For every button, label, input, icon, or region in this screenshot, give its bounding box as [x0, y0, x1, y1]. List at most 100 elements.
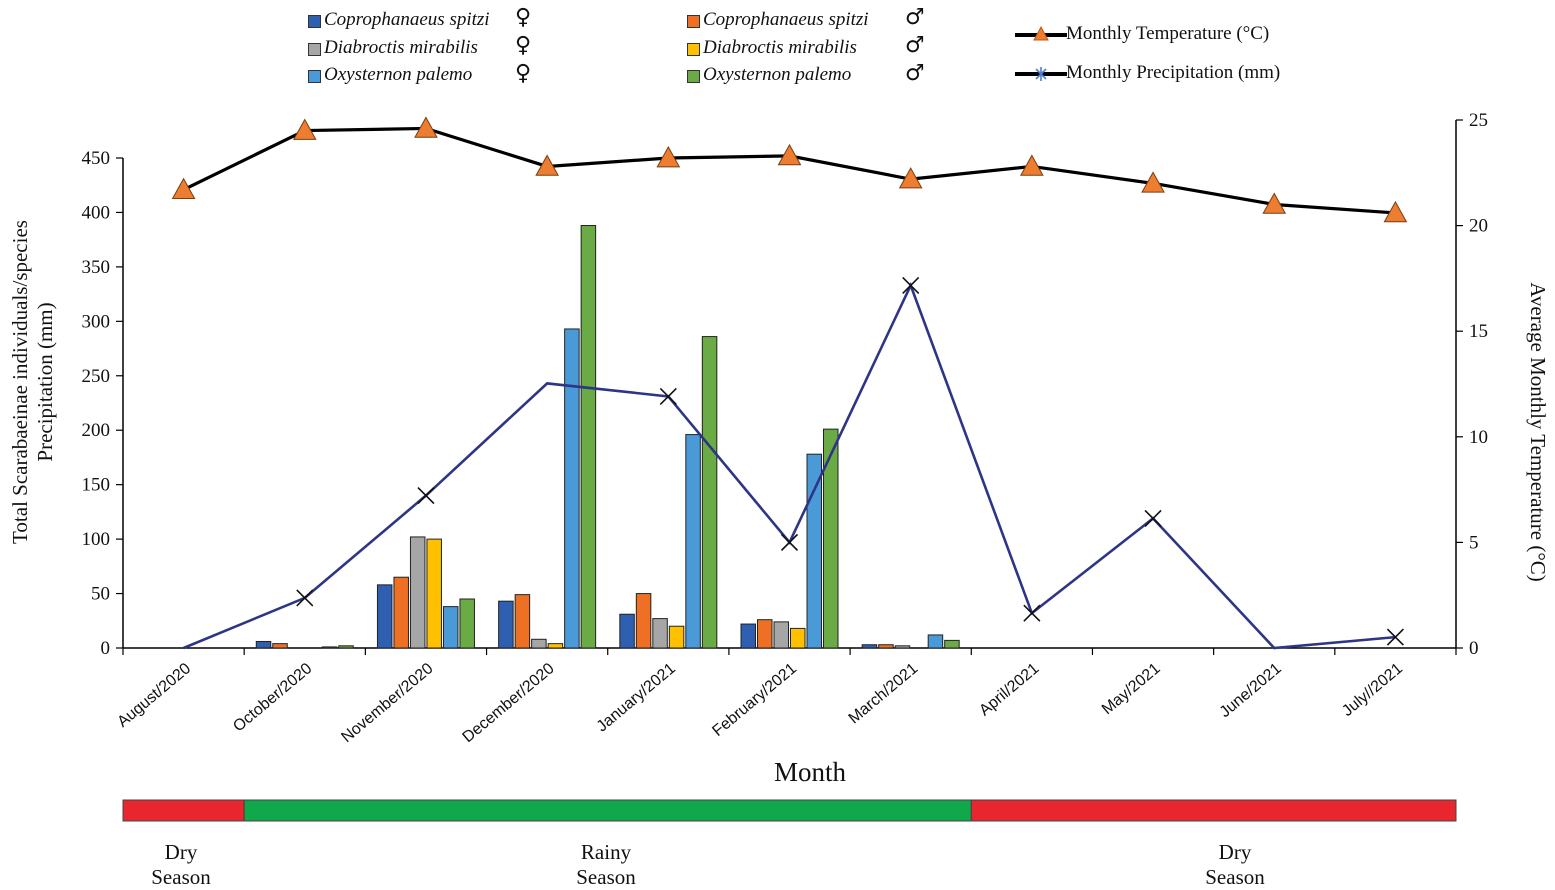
x-tick-label: April/2021	[976, 660, 1042, 719]
female-icon: ♀	[515, 33, 532, 58]
y-tick-label: 0	[101, 638, 111, 659]
bar	[878, 644, 894, 649]
y-tick-label: 100	[82, 529, 111, 550]
x-tick-label: March/2021	[846, 660, 922, 727]
precipitation-marker	[780, 533, 799, 551]
legend-swatch-3	[308, 43, 321, 56]
x-tick-label: January/2021	[594, 660, 679, 735]
temperature-marker	[1383, 200, 1408, 223]
legend-label-2: Coprophanaeus spitzi	[703, 9, 869, 30]
x-tick-label: May/2021	[1099, 660, 1164, 718]
precipitation-marker	[1144, 509, 1162, 527]
bar	[459, 598, 475, 649]
legend-swatch-4	[687, 43, 700, 56]
y2-axis-title: Average Monthly Temperature (°C)	[1526, 282, 1550, 581]
bar	[861, 644, 878, 649]
temperature-line	[182, 126, 1396, 215]
y-tick-label: 300	[82, 311, 111, 332]
x-tick-label: November/2020	[338, 660, 436, 746]
bar	[652, 618, 668, 649]
bar	[806, 453, 822, 649]
temperature-marker	[1262, 192, 1287, 214]
male-icon: ♂	[905, 61, 925, 86]
x-tick-label: August/2020	[114, 660, 194, 731]
bar	[376, 584, 393, 649]
y-axis-title-line1: Total Scarabaeinae individuals/species	[8, 220, 32, 544]
y-axis-title-line2: Precipitation (mm)	[33, 302, 57, 461]
season-band	[122, 799, 245, 822]
legend-swatch-6	[687, 70, 700, 83]
male-icon: ♂	[905, 33, 925, 58]
bar	[547, 643, 564, 649]
female-icon: ♀	[515, 5, 532, 30]
bar	[255, 640, 272, 649]
x-tick-label: July//2021	[1339, 660, 1406, 720]
bar	[514, 594, 531, 649]
y-tick-label: 200	[82, 420, 111, 441]
temperature-marker	[1020, 154, 1044, 176]
legend-temp-label: Monthly Temperature (°C)	[1066, 23, 1270, 44]
legend-label-5: Oxysternon palemo	[324, 64, 473, 85]
bar	[823, 428, 839, 649]
bar	[580, 225, 597, 649]
female-icon: ♀	[515, 61, 532, 86]
y2-tick-label: 20	[1469, 216, 1488, 237]
bar	[635, 593, 652, 649]
precipitation-marker	[417, 486, 435, 505]
precipitation-marker	[296, 589, 314, 607]
season-label-dry-2: Dry Season	[1205, 840, 1265, 889]
temperature-marker	[1141, 171, 1165, 193]
bar	[531, 638, 547, 649]
x-tick-label: October/2020	[230, 660, 315, 735]
x-axis-title: Month	[773, 757, 846, 787]
precipitation-marker	[659, 387, 677, 406]
y2-tick-label: 0	[1469, 638, 1479, 659]
bar	[619, 613, 635, 649]
bar	[321, 646, 338, 649]
y-tick-label: 450	[82, 148, 111, 169]
temperature-marker	[414, 116, 438, 138]
y2-tick-label: 15	[1469, 321, 1488, 342]
legend-label-4: Diabroctis mirabilis	[703, 37, 857, 58]
y-tick-label: 350	[82, 257, 111, 278]
legend-label-3: Diabroctis mirabilis	[324, 37, 478, 58]
legend-label-1: Coprophanaeus spitzi	[324, 9, 490, 30]
legend-swatch-2	[687, 15, 700, 28]
precipitation-marker	[902, 276, 920, 294]
season-band	[970, 799, 1457, 822]
season-label-rainy: Rainy Season	[576, 840, 636, 889]
legend-temp-icon	[1015, 25, 1067, 41]
y-tick-label: 400	[82, 202, 111, 223]
temperature-marker	[535, 154, 559, 176]
bar	[272, 643, 288, 649]
temperature-marker	[292, 118, 317, 140]
bar	[668, 625, 685, 649]
temperature-marker	[171, 177, 196, 199]
season-label-dry-1: Dry Season	[151, 840, 211, 889]
bar	[927, 634, 944, 649]
bar	[409, 536, 426, 649]
precipitation-line	[183, 282, 1396, 650]
bar	[426, 538, 442, 649]
legend-swatch-1	[308, 15, 321, 28]
bar	[564, 328, 580, 649]
bar	[338, 645, 354, 649]
y-tick-label: 50	[91, 584, 110, 605]
x-tick-label: June/2021	[1217, 660, 1285, 721]
legend-precip-label: Monthly Precipitation (mm)	[1066, 62, 1281, 83]
bar	[757, 619, 773, 649]
bar	[442, 606, 459, 649]
bar	[894, 645, 911, 649]
legend-label-6: Oxysternon palemo	[703, 64, 852, 85]
x-tick-label: February/2021	[709, 660, 800, 740]
bar	[773, 621, 789, 649]
precipitation-marker	[1023, 604, 1041, 622]
male-icon: ♂	[905, 5, 925, 30]
precipitation-marker	[1386, 628, 1404, 646]
y2-tick-label: 25	[1469, 110, 1488, 131]
bar	[701, 336, 718, 649]
y-tick-label: 250	[82, 366, 111, 387]
season-band	[243, 799, 972, 822]
temperature-marker	[777, 143, 802, 166]
